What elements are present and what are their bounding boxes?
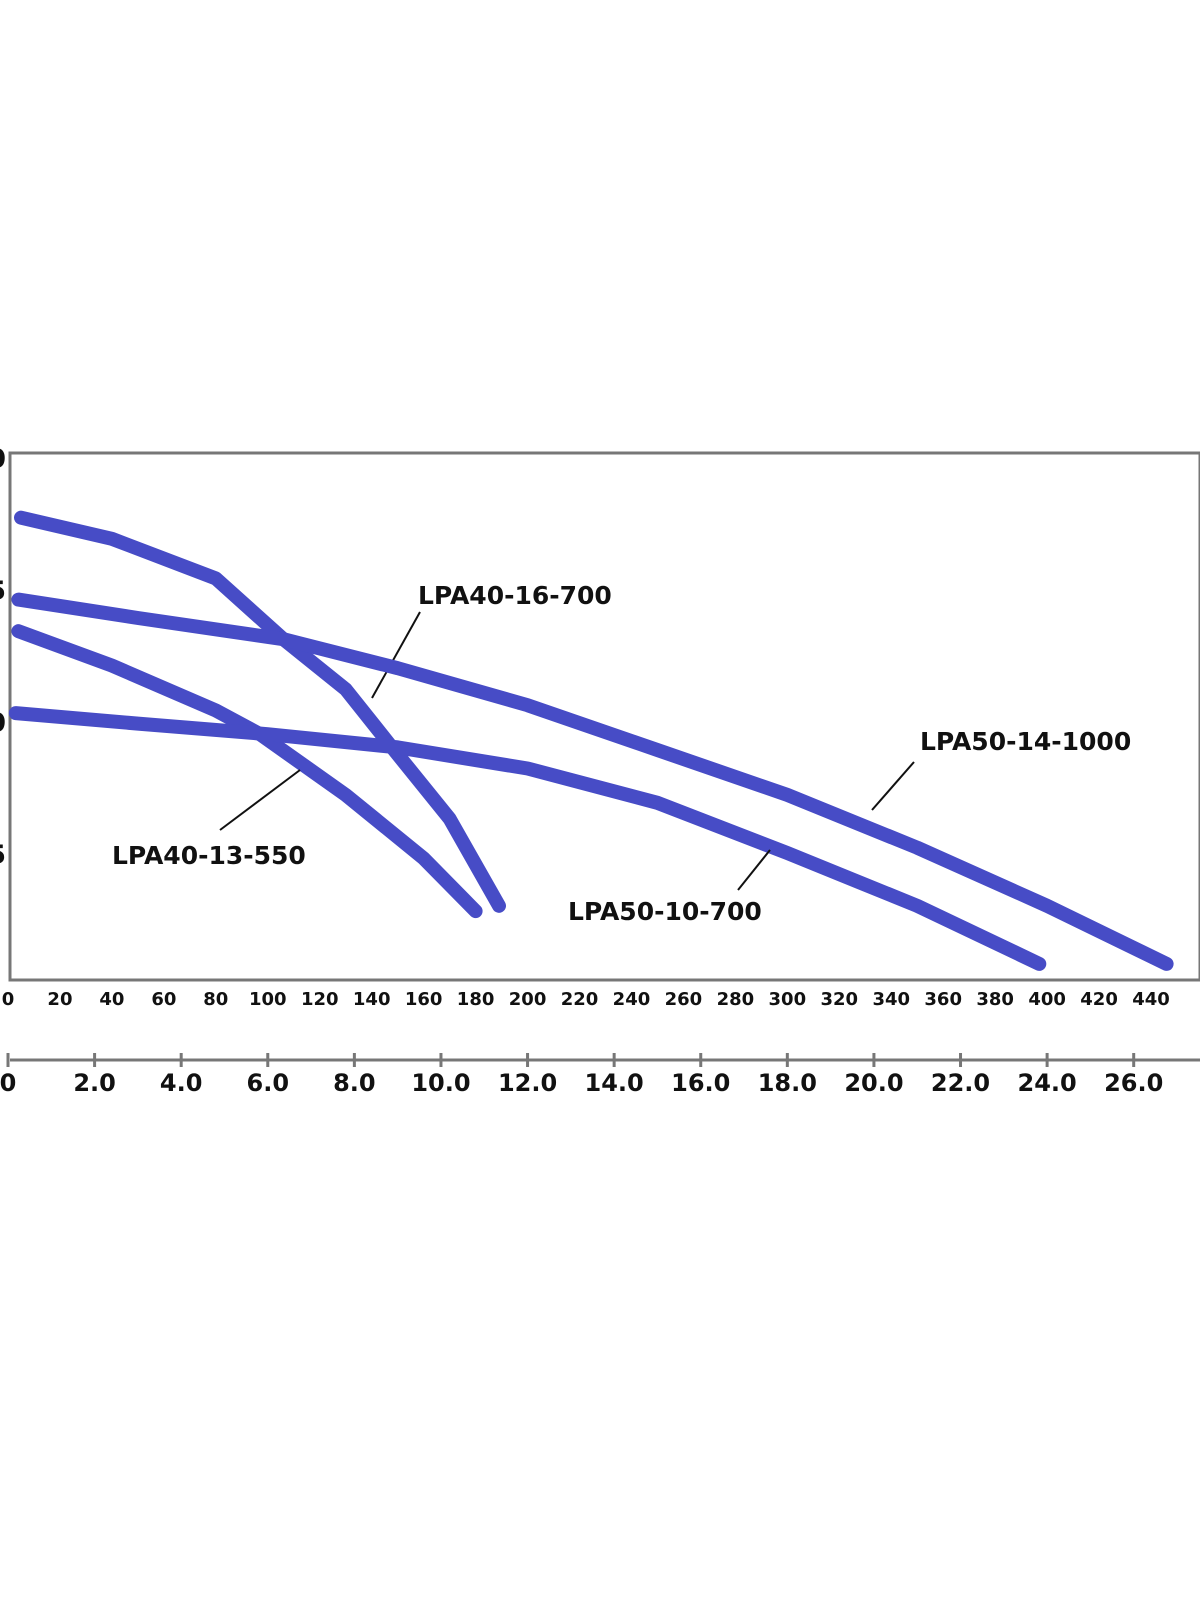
x2-tick-label: 6.0 (247, 1069, 290, 1097)
leader-line (371, 611, 421, 699)
x-tick-label: 400 (1028, 989, 1066, 1010)
x-tick-label: 440 (1132, 989, 1170, 1010)
x2-tick-label: 0 (0, 1069, 16, 1097)
x-tick-label: 240 (613, 989, 651, 1010)
x-tick-label: 120 (301, 989, 339, 1010)
curve-label: LPA40-13-550 (112, 841, 306, 870)
leader-line (219, 769, 301, 831)
x-tick-label: 280 (717, 989, 755, 1010)
x2-tick-label: 24.0 (1018, 1069, 1077, 1097)
x-tick-label: 60 (151, 989, 176, 1010)
curve-label: LPA50-10-700 (568, 897, 762, 926)
x-tick-label: 340 (872, 989, 910, 1010)
x-tick-label: 360 (924, 989, 962, 1010)
x-tick-label: 260 (665, 989, 703, 1010)
x-tick-label: 40 (99, 989, 124, 1010)
leader-line (871, 761, 915, 811)
x-tick-label: 300 (769, 989, 807, 1010)
y-tick-label: 15 (0, 577, 6, 607)
leader-line (737, 849, 771, 891)
x-tick-label: 160 (405, 989, 443, 1010)
x-tick-label: 0 (2, 989, 15, 1010)
y-tick-label: 10 (0, 709, 6, 739)
pump-curve (14, 510, 506, 913)
x-tick-label: 200 (509, 989, 547, 1010)
pump-curve (8, 706, 1047, 971)
x-tick-label: 80 (203, 989, 228, 1010)
pump-curve (11, 592, 1174, 971)
curve-label: LPA50-14-1000 (920, 727, 1131, 756)
x-tick-label: 380 (976, 989, 1014, 1010)
x-tick-label: 100 (249, 989, 287, 1010)
x2-tick-label: 16.0 (671, 1069, 730, 1097)
y-tick-label: 5 (0, 841, 6, 871)
x-tick-label: 220 (561, 989, 599, 1010)
curve-label: LPA40-16-700 (418, 581, 612, 610)
x-tick-label: 180 (457, 989, 495, 1010)
x2-tick-label: 12.0 (498, 1069, 557, 1097)
x2-tick-label: 14.0 (585, 1069, 644, 1097)
x2-tick-label: 10.0 (411, 1069, 470, 1097)
x-tick-label: 420 (1080, 989, 1118, 1010)
y-tick-label: 20 (0, 445, 6, 475)
x-tick-label: 20 (47, 989, 72, 1010)
x2-tick-label: 2.0 (73, 1069, 116, 1097)
x2-tick-label: 22.0 (931, 1069, 990, 1097)
x2-tick-label: 8.0 (333, 1069, 376, 1097)
x2-tick-label: 4.0 (160, 1069, 203, 1097)
x2-tick-label: 18.0 (758, 1069, 817, 1097)
x-tick-label: 320 (820, 989, 858, 1010)
x-tick-label: 140 (353, 989, 391, 1010)
x2-tick-label: 20.0 (844, 1069, 903, 1097)
x2-tick-label: 26.0 (1104, 1069, 1163, 1097)
